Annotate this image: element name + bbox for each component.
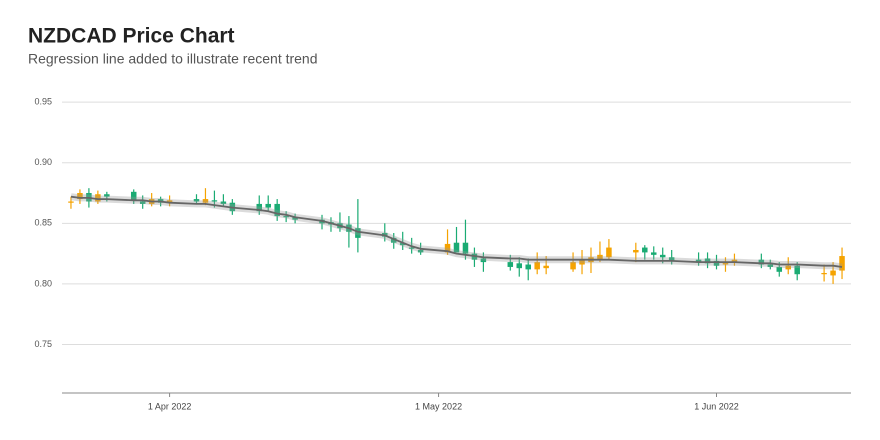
- candle-body: [570, 262, 576, 270]
- candle-body: [830, 270, 836, 276]
- candle-body: [731, 259, 738, 263]
- candle-body: [722, 262, 729, 265]
- candle-body: [202, 199, 209, 203]
- candle-body: [68, 201, 74, 203]
- y-tick-label: 0.85: [34, 218, 52, 228]
- x-tick-label: 1 Apr 2022: [148, 401, 192, 411]
- candle-body: [265, 203, 271, 208]
- candle-body: [785, 265, 791, 270]
- candle-body: [408, 247, 415, 249]
- candle-body: [166, 200, 173, 203]
- candle-body: [543, 265, 549, 269]
- candle-body: [256, 203, 262, 212]
- candle-body: [839, 256, 845, 271]
- candle-body: [579, 259, 585, 265]
- candle-body: [651, 252, 657, 255]
- candle-body: [534, 262, 540, 270]
- candle-body: [668, 257, 675, 261]
- candle-body: [355, 228, 361, 238]
- candle-body: [220, 201, 227, 204]
- candle-body: [480, 258, 487, 263]
- candle-body: [130, 191, 137, 201]
- candle-body: [104, 194, 110, 197]
- candle-body: [211, 200, 218, 202]
- x-tick-label: 1 Jun 2022: [694, 401, 739, 411]
- candle-body: [821, 273, 827, 275]
- candle-body: [274, 203, 280, 217]
- candle-body: [507, 262, 514, 267]
- candle-body: [444, 243, 451, 253]
- chart-title: NZDCAD Price Chart: [28, 25, 235, 48]
- candle-body: [704, 258, 711, 264]
- candle-body: [659, 254, 666, 258]
- candle-body: [283, 216, 289, 218]
- chart-subtitle: Regression line added to illustrate rece…: [28, 51, 318, 67]
- candle-body: [525, 264, 531, 270]
- y-tick-label: 0.75: [34, 339, 52, 349]
- candle-body: [633, 249, 639, 253]
- candle-body: [453, 242, 460, 253]
- candle-body: [193, 199, 200, 202]
- candle-body: [139, 201, 146, 204]
- candle-body: [77, 193, 83, 200]
- y-tick-label: 0.95: [34, 96, 52, 106]
- candle-body: [695, 259, 702, 263]
- candle-body: [713, 260, 720, 266]
- y-tick-label: 0.80: [34, 278, 52, 288]
- x-tick-label: 1 May 2022: [415, 401, 462, 411]
- candle-body: [399, 242, 406, 246]
- candle-body: [776, 266, 783, 272]
- candle-body: [462, 242, 469, 254]
- candle-body: [767, 264, 774, 267]
- candle-body: [794, 265, 800, 275]
- trend-line: [70, 195, 843, 268]
- candle-body: [642, 247, 648, 253]
- candle-body: [758, 259, 765, 265]
- candle-body: [516, 263, 523, 269]
- candle-body: [597, 254, 603, 260]
- y-tick-label: 0.90: [34, 157, 52, 167]
- candle-body: [606, 247, 612, 258]
- candle-body: [95, 194, 101, 202]
- candle-body: [292, 217, 298, 220]
- candle-body: [417, 249, 424, 253]
- candle-body: [390, 237, 397, 243]
